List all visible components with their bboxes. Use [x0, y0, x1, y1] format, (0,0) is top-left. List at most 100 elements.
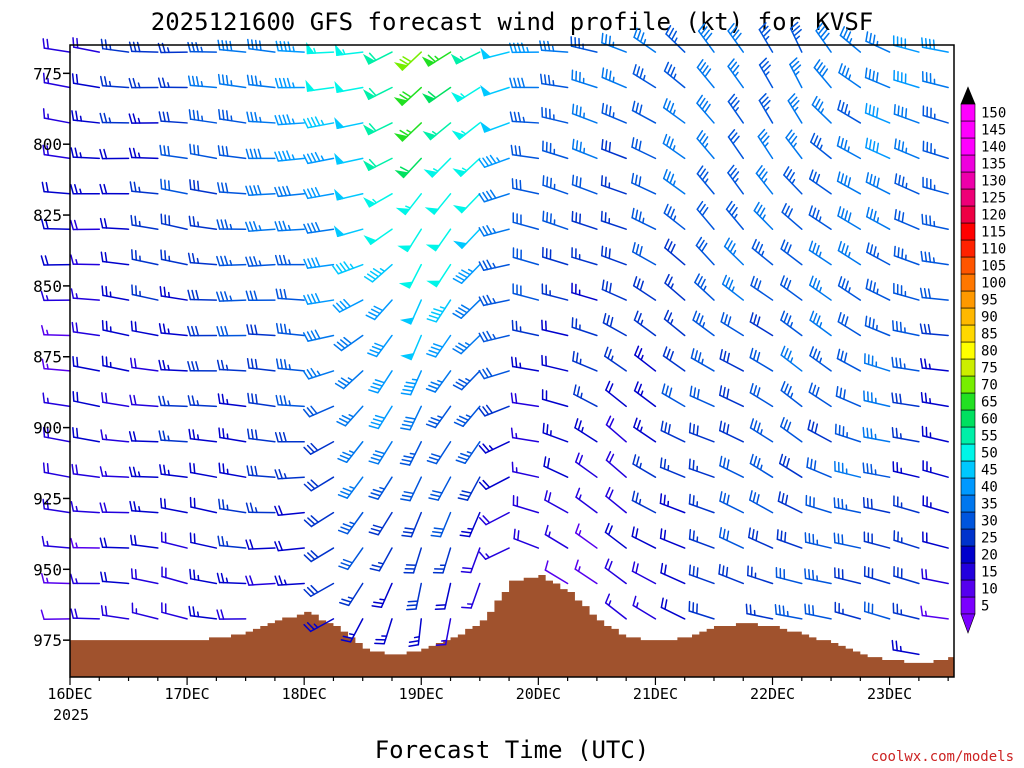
barb-full	[70, 254, 75, 265]
barb-half	[847, 110, 851, 117]
barb-full	[602, 312, 607, 324]
wind-barb	[688, 600, 715, 620]
barb-full	[99, 148, 104, 160]
wind-barb	[804, 568, 832, 585]
barb-full	[187, 75, 192, 87]
barb-full	[41, 535, 45, 547]
barb-full	[760, 61, 769, 70]
wind-barb	[274, 540, 305, 552]
colorbar-swatch	[960, 460, 976, 479]
barb-full	[216, 359, 221, 371]
wind-barb	[544, 524, 569, 549]
wind-barb	[303, 547, 335, 563]
barb-full	[755, 165, 763, 175]
wind-barb	[478, 259, 510, 272]
barb-full	[608, 282, 612, 294]
wind-barb	[101, 319, 130, 337]
barb-full	[901, 248, 904, 260]
barb-full	[542, 175, 545, 186]
barb-full	[730, 206, 738, 217]
barb-pennant	[362, 89, 376, 101]
barb-full	[749, 382, 754, 394]
barb-full	[727, 93, 736, 103]
barb-full	[762, 29, 771, 38]
barb-full	[283, 323, 288, 335]
wind-barb	[512, 212, 540, 230]
barb-full	[639, 245, 643, 257]
wind-barb	[894, 209, 920, 230]
wind-barb	[72, 390, 101, 408]
barb-full	[841, 243, 846, 254]
barb-full	[838, 63, 843, 74]
barb-full	[787, 132, 795, 142]
wind-barb	[99, 148, 130, 160]
barb-full	[844, 245, 849, 256]
barb-half	[672, 215, 677, 222]
barb-full	[730, 132, 738, 142]
barb-full	[895, 427, 898, 439]
wind-barb	[333, 225, 364, 238]
barb-full	[667, 424, 671, 435]
barb-full	[278, 114, 283, 126]
barb-full	[131, 249, 134, 260]
barb-full	[725, 277, 731, 288]
barb-full	[810, 421, 815, 433]
barb-full	[42, 392, 46, 404]
wind-barb	[478, 441, 510, 454]
wind-barb	[749, 347, 774, 372]
barb-half	[608, 600, 612, 607]
barb-full	[757, 128, 766, 138]
barb-full	[869, 244, 874, 255]
wind-barb	[480, 47, 510, 60]
barb-full	[314, 151, 321, 162]
barb-full	[924, 251, 928, 263]
wind-barb	[478, 367, 510, 380]
barb-full	[367, 352, 378, 358]
barb-full	[428, 314, 440, 320]
wind-barb	[187, 41, 218, 53]
barb-half	[167, 400, 170, 407]
barb-full	[279, 40, 283, 52]
barb-half	[932, 257, 936, 264]
barb-full	[332, 265, 340, 275]
barb-full	[341, 414, 352, 421]
wind-barb	[513, 528, 540, 549]
barb-full	[604, 34, 608, 45]
wind-barb	[70, 537, 101, 549]
barb-full	[374, 414, 386, 420]
barb-half	[167, 328, 170, 335]
barb-full	[660, 562, 664, 574]
barb-full	[868, 139, 872, 151]
barb-full	[374, 379, 386, 384]
barb-full	[722, 492, 727, 504]
barb-full	[307, 481, 316, 490]
wind-barb	[894, 173, 920, 195]
wind-barb	[160, 531, 188, 549]
barb-full	[71, 321, 75, 333]
wind-barb	[99, 502, 130, 514]
wind-barb	[863, 390, 891, 408]
barb-pennant	[451, 130, 466, 141]
barb-full	[128, 147, 133, 159]
barb-full	[868, 104, 872, 116]
barb-full	[928, 252, 932, 263]
wind-barb	[336, 405, 364, 427]
barb-full	[160, 178, 163, 190]
barb-full	[840, 208, 845, 219]
barb-pennant	[453, 240, 468, 250]
barb-full	[187, 289, 192, 301]
wind-barb	[42, 108, 71, 124]
barb-full	[224, 255, 229, 267]
wind-barb	[663, 203, 686, 230]
wind-barb	[363, 263, 393, 283]
barb-full	[253, 290, 258, 301]
barb-pennant	[306, 41, 315, 55]
barb-full	[159, 144, 163, 156]
barb-full	[785, 129, 793, 139]
wind-barb	[189, 532, 218, 549]
wind-barb	[303, 582, 335, 598]
barb-full	[862, 497, 865, 508]
barb-half	[792, 142, 797, 148]
barb-full	[815, 280, 821, 291]
barb-full	[408, 640, 420, 643]
